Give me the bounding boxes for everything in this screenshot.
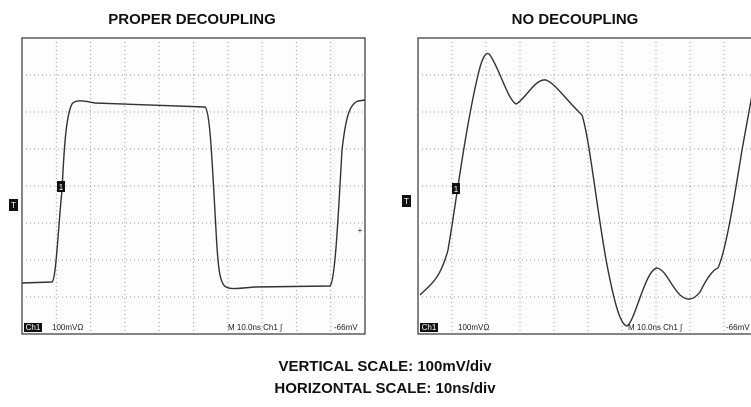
channel-marker: 1 [454, 185, 459, 194]
waveform [21, 99, 366, 290]
volts-label: 100mVΩ [52, 323, 83, 332]
volts-label: 100mVΩ [458, 323, 489, 332]
caption: VERTICAL SCALE: 100mV/div [278, 358, 492, 375]
channel-label: Ch1 [26, 323, 41, 332]
caption: HORIZONTAL SCALE: 10ns/div [274, 380, 496, 397]
panel-title: PROPER DECOUPLING [108, 11, 276, 28]
trigger-label: -66mV [334, 323, 358, 332]
timebase-label: M 10.0ns Ch1 ∫ [228, 323, 283, 332]
trigger-marker: T [404, 197, 409, 206]
scope-screen [417, 37, 751, 335]
channel-marker: 1 [59, 183, 64, 192]
trigger-arrow: + [358, 226, 363, 235]
timebase-label: M 10.0ns Ch1 ∫ [628, 323, 683, 332]
grid [22, 38, 751, 334]
trigger-marker: T [11, 201, 16, 210]
scope-status: Ch1 100mVΩ M 10.0ns Ch1 ∫ -66mV [24, 323, 358, 332]
scope-status: Ch1 100mVΩ M 10.0ns Ch1 ∫ -66mV [420, 323, 750, 332]
marker: 1 T [402, 183, 460, 207]
trigger-label: -66mV [726, 323, 750, 332]
panel-title: NO DECOUPLING [512, 11, 639, 28]
marker: 1 T + [9, 181, 363, 235]
channel-label: Ch1 [422, 323, 437, 332]
waveform [419, 52, 751, 327]
